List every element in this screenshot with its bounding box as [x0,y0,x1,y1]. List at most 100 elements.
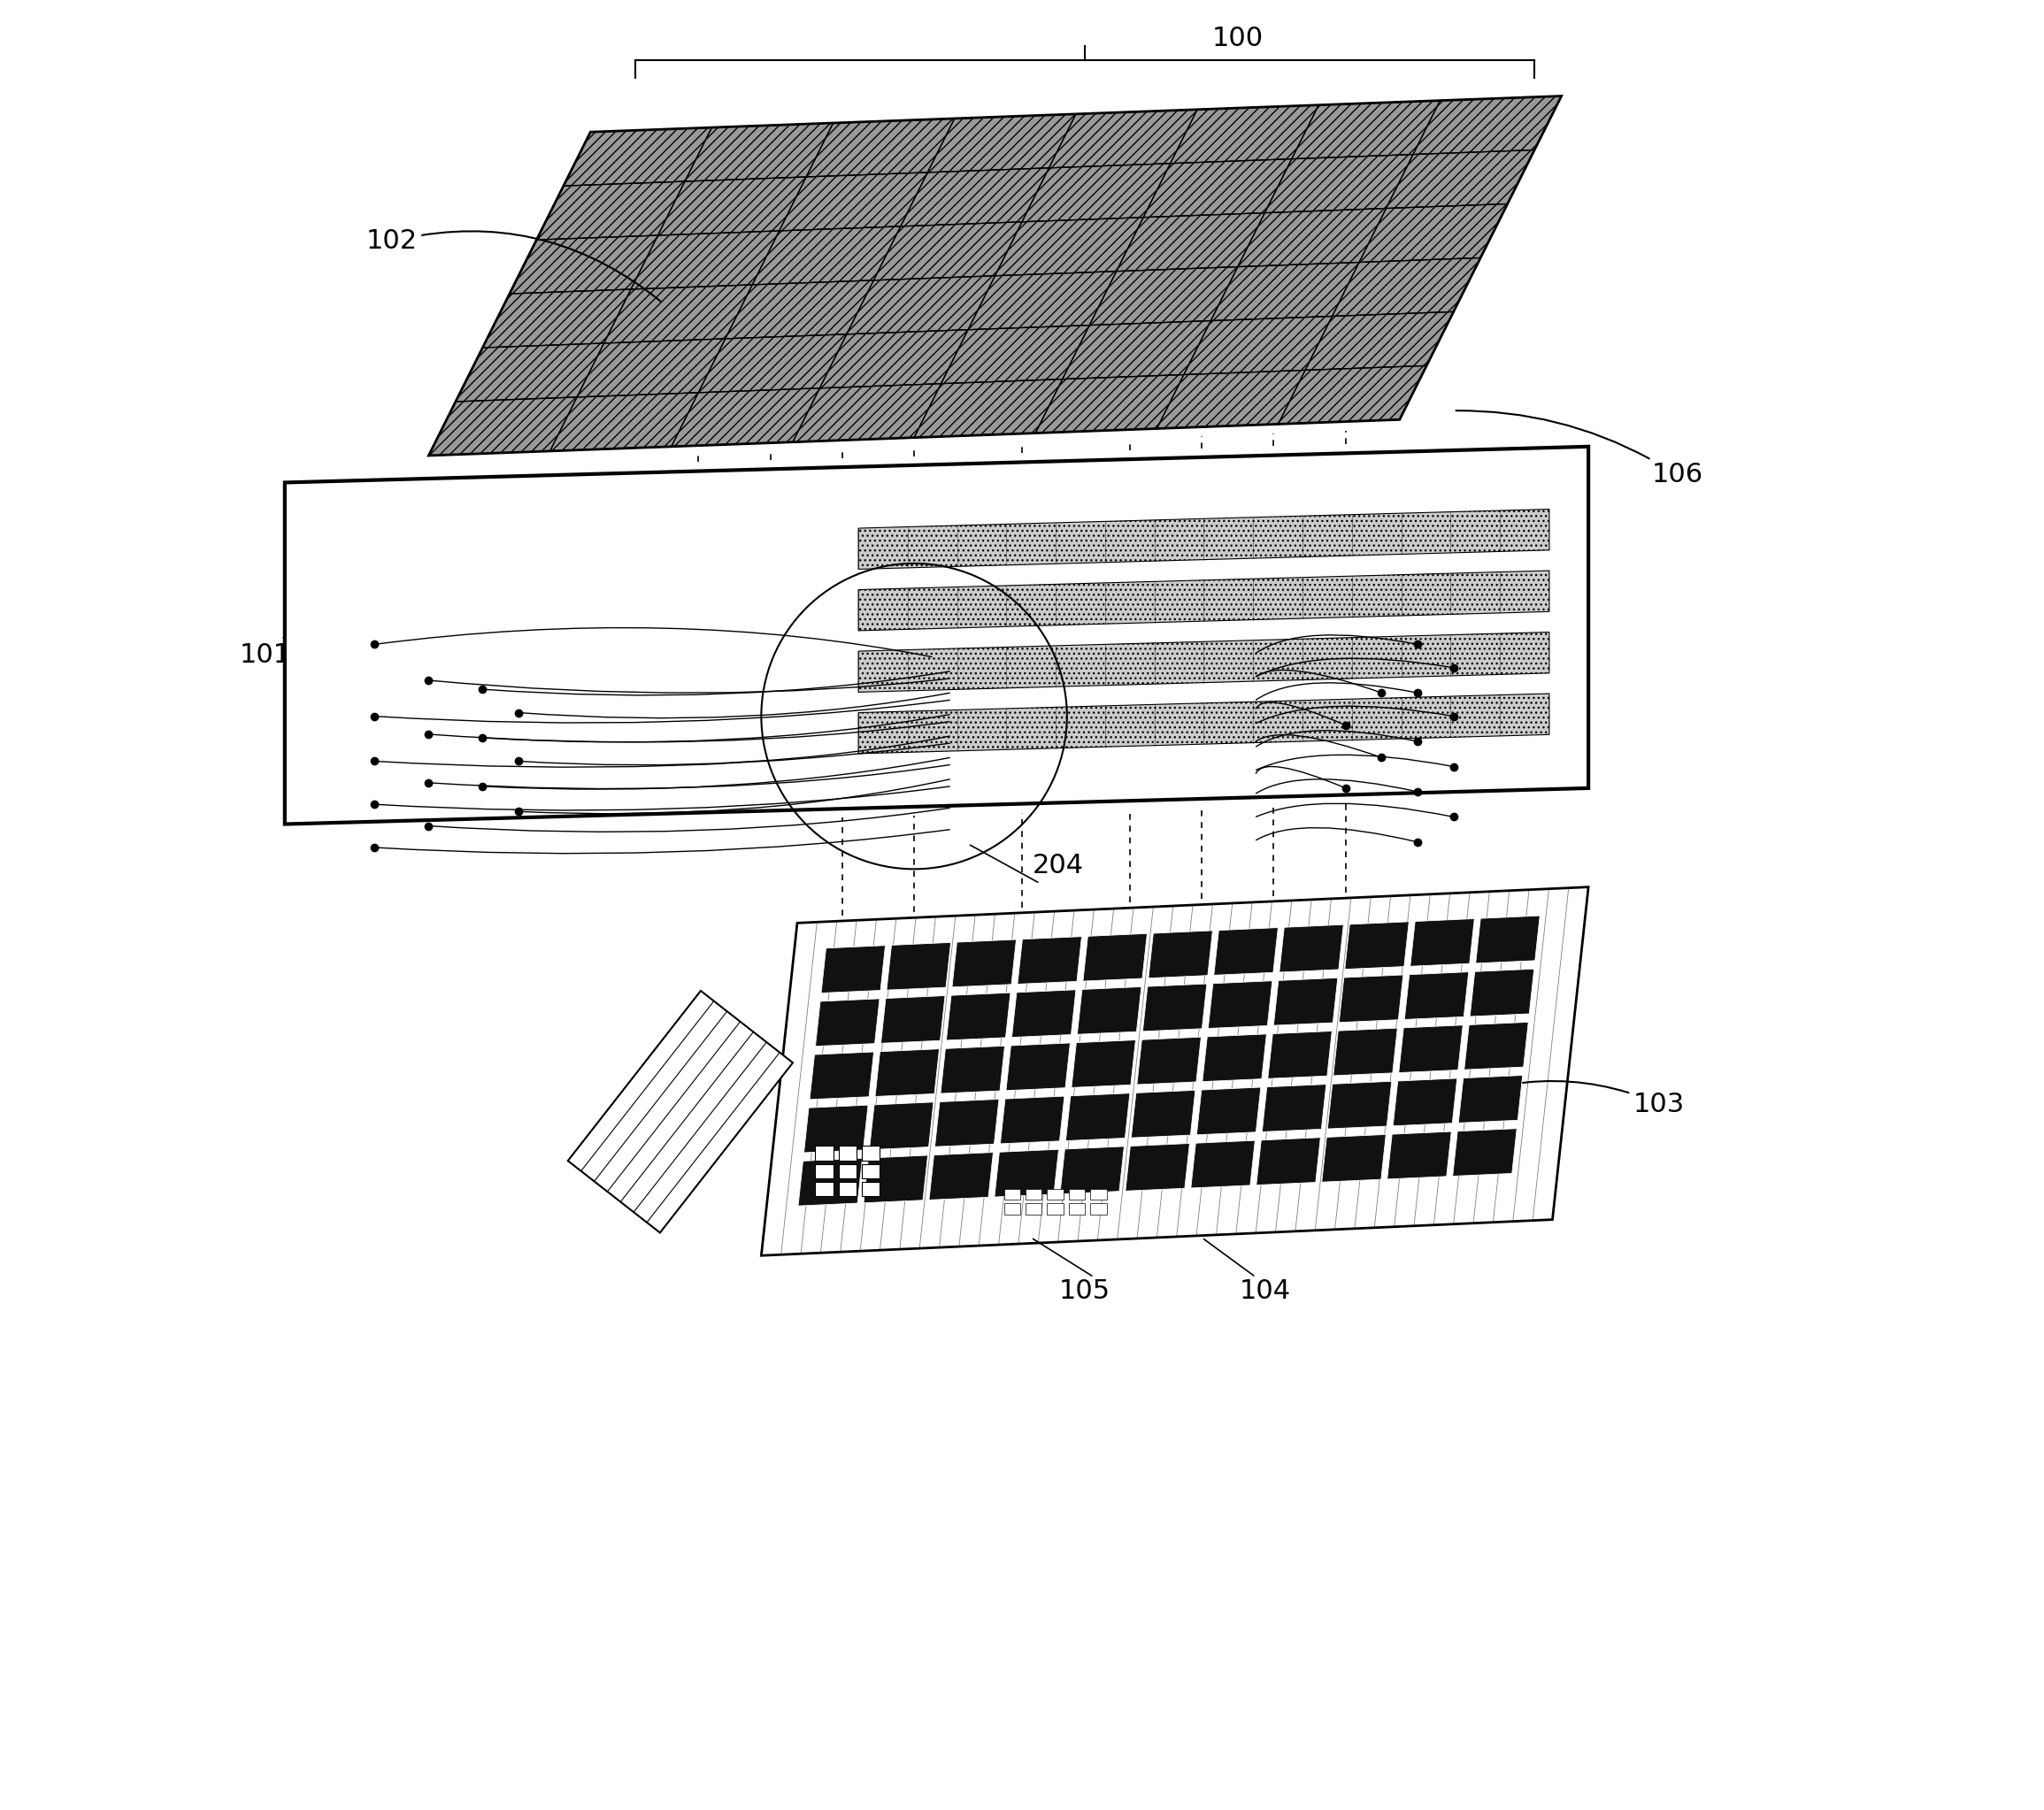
Polygon shape [429,396,576,456]
Polygon shape [914,378,1063,438]
Polygon shape [1012,990,1075,1037]
Polygon shape [1202,1034,1267,1082]
Bar [1089,1189,1106,1200]
Polygon shape [1345,921,1408,968]
Polygon shape [858,570,1549,630]
Polygon shape [1143,159,1292,217]
Polygon shape [752,226,901,284]
Bar [1047,1204,1063,1215]
Bar [838,1146,856,1160]
Polygon shape [658,177,805,235]
Polygon shape [779,172,928,232]
Polygon shape [482,290,632,348]
Polygon shape [940,326,1089,384]
Polygon shape [881,996,944,1043]
Polygon shape [822,945,885,994]
Polygon shape [284,447,1588,824]
Polygon shape [1386,150,1535,208]
Polygon shape [1392,1079,1457,1126]
Polygon shape [550,393,699,451]
Polygon shape [1192,1140,1255,1187]
Polygon shape [1306,311,1453,371]
Polygon shape [930,1153,993,1200]
Polygon shape [568,990,793,1233]
Polygon shape [1410,919,1474,967]
Bar [1004,1189,1020,1200]
Polygon shape [1412,96,1562,154]
Bar [816,1164,834,1178]
Polygon shape [1404,972,1470,1019]
Text: 204: 204 [1032,853,1083,878]
Polygon shape [536,181,685,241]
Bar [1026,1204,1042,1215]
Polygon shape [1006,1043,1071,1091]
Polygon shape [670,387,820,447]
Polygon shape [1273,977,1337,1026]
Polygon shape [1157,371,1306,429]
Text: 103: 103 [1511,1081,1684,1117]
Polygon shape [875,1050,940,1097]
Polygon shape [564,127,711,186]
Polygon shape [699,335,846,393]
Polygon shape [809,1052,875,1099]
Polygon shape [1210,262,1359,320]
Bar [1069,1204,1085,1215]
Bar [1004,1204,1020,1215]
Text: 104: 104 [1239,1278,1290,1305]
Polygon shape [1388,1131,1451,1178]
Polygon shape [1476,916,1539,963]
Bar [816,1182,834,1196]
Polygon shape [1278,366,1427,424]
Polygon shape [869,1102,934,1149]
Polygon shape [858,693,1549,753]
Polygon shape [1183,317,1333,375]
Polygon shape [1136,1037,1202,1084]
Bar [863,1164,881,1178]
Polygon shape [1126,1144,1190,1191]
Polygon shape [1116,214,1265,272]
Polygon shape [1333,257,1480,317]
Polygon shape [1018,936,1081,985]
Polygon shape [1065,1093,1130,1140]
Text: 106: 106 [1455,411,1703,489]
Polygon shape [873,223,1022,281]
Text: 102: 102 [366,228,660,300]
Polygon shape [1257,1137,1320,1186]
Polygon shape [1470,968,1535,1017]
Polygon shape [946,992,1010,1041]
Polygon shape [1327,1081,1392,1129]
Polygon shape [940,1046,1006,1093]
Bar [1026,1189,1042,1200]
Polygon shape [1022,163,1171,223]
Polygon shape [820,329,969,387]
Polygon shape [995,217,1143,275]
Polygon shape [928,114,1075,172]
Polygon shape [1464,1023,1529,1070]
Polygon shape [1149,930,1212,977]
Polygon shape [685,123,834,181]
Text: 105: 105 [1059,1278,1110,1305]
Polygon shape [995,1149,1059,1196]
Polygon shape [901,168,1049,226]
Polygon shape [760,887,1588,1256]
Bar [863,1182,881,1196]
Polygon shape [1171,105,1318,163]
Polygon shape [1398,1024,1464,1073]
Polygon shape [863,1155,928,1204]
Polygon shape [1333,1028,1398,1075]
Polygon shape [603,284,752,344]
Polygon shape [953,939,1016,986]
Polygon shape [1000,1097,1065,1144]
Polygon shape [1196,1088,1261,1135]
Polygon shape [858,632,1549,691]
Polygon shape [846,275,995,335]
Bar [838,1164,856,1178]
Bar [1047,1189,1063,1200]
Polygon shape [456,344,603,402]
Polygon shape [1453,1129,1517,1176]
Polygon shape [1049,110,1198,168]
Polygon shape [805,118,955,177]
Polygon shape [1359,205,1508,262]
Polygon shape [1292,101,1441,159]
Polygon shape [858,509,1549,568]
